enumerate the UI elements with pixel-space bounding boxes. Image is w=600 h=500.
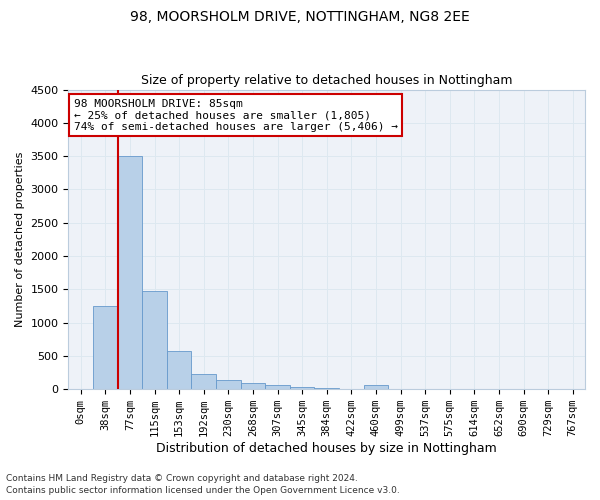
Bar	[339, 388, 364, 389]
X-axis label: Distribution of detached houses by size in Nottingham: Distribution of detached houses by size …	[157, 442, 497, 455]
Bar	[93, 306, 118, 389]
Bar	[290, 387, 314, 389]
Text: Contains HM Land Registry data © Crown copyright and database right 2024.
Contai: Contains HM Land Registry data © Crown c…	[6, 474, 400, 495]
Bar	[167, 351, 191, 389]
Bar	[191, 374, 216, 389]
Text: 98 MOORSHOLM DRIVE: 85sqm
← 25% of detached houses are smaller (1,805)
74% of se: 98 MOORSHOLM DRIVE: 85sqm ← 25% of detac…	[74, 98, 398, 132]
Text: 98, MOORSHOLM DRIVE, NOTTINGHAM, NG8 2EE: 98, MOORSHOLM DRIVE, NOTTINGHAM, NG8 2EE	[130, 10, 470, 24]
Bar	[118, 156, 142, 389]
Bar	[364, 385, 388, 389]
Bar	[216, 380, 241, 389]
Title: Size of property relative to detached houses in Nottingham: Size of property relative to detached ho…	[141, 74, 512, 87]
Bar	[265, 385, 290, 389]
Bar	[142, 291, 167, 389]
Bar	[241, 383, 265, 389]
Bar	[314, 388, 339, 389]
Y-axis label: Number of detached properties: Number of detached properties	[15, 152, 25, 327]
